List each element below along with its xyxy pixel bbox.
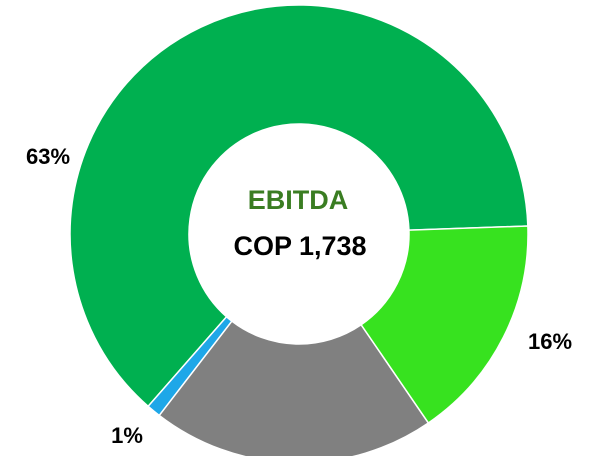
chart-subtitle: COP 1,738 — [233, 231, 366, 261]
slice-label: 16% — [528, 329, 572, 354]
slice-label: 63% — [26, 144, 70, 169]
donut-slice — [360, 225, 529, 424]
donut-slice — [69, 4, 529, 408]
chart-title: EBITDA — [248, 185, 349, 215]
slice-label: 1% — [111, 423, 143, 448]
donut-slice — [158, 320, 430, 456]
